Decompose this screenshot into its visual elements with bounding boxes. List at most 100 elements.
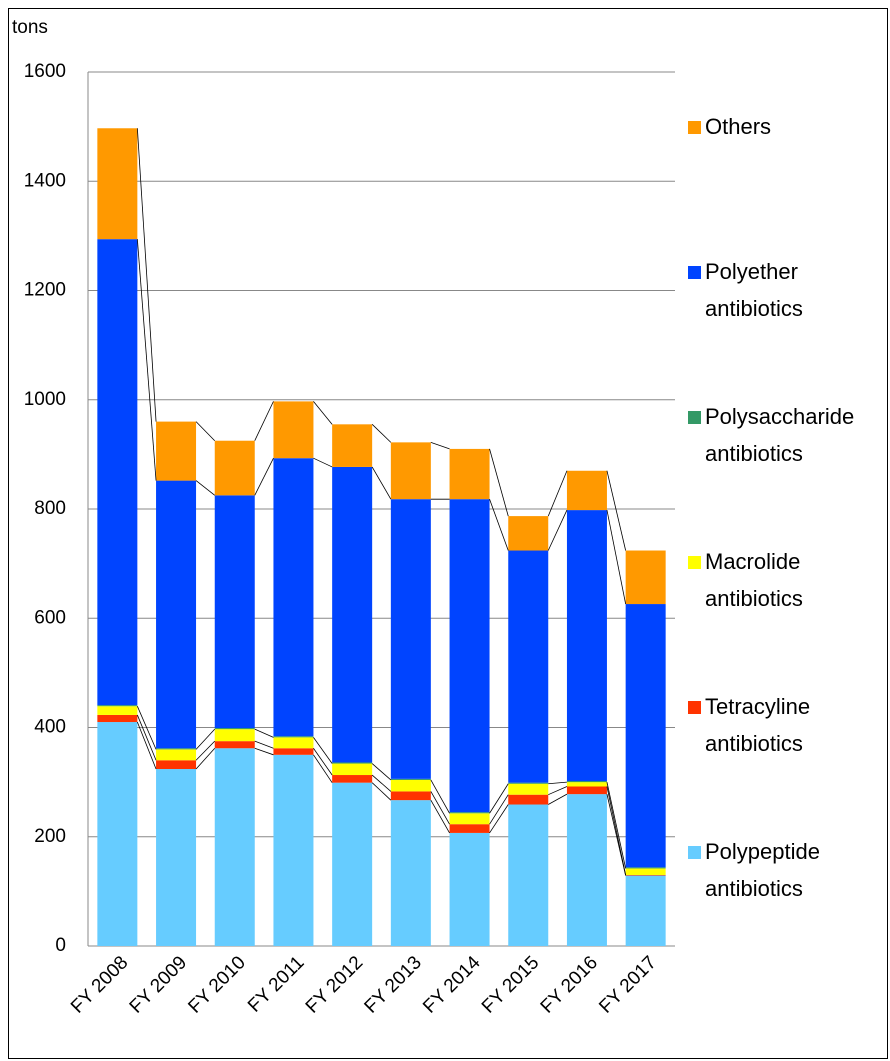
legend-entry: Polysaccharide antibiotics bbox=[688, 398, 888, 472]
connector bbox=[489, 448, 509, 517]
bar-segment bbox=[97, 705, 138, 707]
x-tick-label: FY 2014 bbox=[419, 952, 485, 1018]
bar-segment bbox=[625, 874, 666, 876]
connector bbox=[254, 728, 274, 738]
x-tick-label: FY 2009 bbox=[126, 952, 191, 1017]
connector bbox=[254, 401, 274, 441]
connector bbox=[606, 470, 627, 551]
bar-segment bbox=[625, 875, 666, 946]
legend-swatch bbox=[688, 266, 701, 279]
connector bbox=[430, 791, 450, 825]
x-tick-label: FY 2017 bbox=[595, 952, 660, 1017]
bar-segment bbox=[508, 550, 549, 783]
bar-segment bbox=[332, 763, 373, 776]
y-tick-label: 800 bbox=[34, 498, 66, 519]
bar-segment bbox=[156, 749, 197, 761]
legend-swatch bbox=[688, 701, 701, 714]
bar-segment bbox=[508, 804, 549, 946]
connector bbox=[606, 786, 627, 876]
x-tick-label: FY 2012 bbox=[302, 952, 367, 1017]
connector bbox=[489, 804, 509, 834]
bar-segment bbox=[449, 448, 490, 500]
bar-segment bbox=[390, 778, 431, 780]
connector bbox=[254, 458, 274, 496]
connector bbox=[547, 470, 568, 517]
connector bbox=[136, 128, 157, 422]
connector bbox=[313, 457, 333, 468]
bar-segment bbox=[156, 421, 197, 481]
legend-swatch bbox=[688, 411, 701, 424]
legend-entry: Polypeptide antibiotics bbox=[688, 833, 888, 907]
bar-segment bbox=[332, 466, 373, 763]
y-tick-label: 1000 bbox=[24, 389, 66, 410]
connector bbox=[430, 799, 450, 834]
x-tick-label: FY 2016 bbox=[537, 952, 602, 1017]
connector bbox=[548, 793, 568, 805]
connector bbox=[430, 779, 450, 814]
bar-segment bbox=[97, 722, 138, 946]
connector bbox=[195, 421, 216, 441]
connector bbox=[313, 737, 333, 764]
bar-segment bbox=[273, 754, 314, 946]
x-tick-label: FY 2015 bbox=[478, 952, 543, 1017]
connector bbox=[547, 509, 568, 551]
bar-segment bbox=[97, 239, 138, 706]
connector bbox=[606, 510, 627, 605]
connector bbox=[195, 728, 216, 750]
connector bbox=[136, 721, 157, 770]
bar-segment bbox=[214, 440, 255, 496]
bar-segment bbox=[508, 783, 549, 795]
bar-segment bbox=[214, 741, 255, 749]
connector bbox=[136, 239, 157, 481]
connector bbox=[254, 747, 274, 756]
x-tick-label: FY 2011 bbox=[244, 952, 308, 1016]
bar-segment bbox=[625, 604, 666, 868]
y-tick-label: 1400 bbox=[24, 170, 66, 191]
y-tick-label: 600 bbox=[34, 607, 66, 628]
legend-label: Others bbox=[705, 114, 772, 139]
bar-segment bbox=[332, 424, 373, 467]
connector bbox=[313, 748, 333, 776]
bar-segment bbox=[449, 832, 490, 946]
connector bbox=[371, 424, 392, 443]
bar-segment bbox=[97, 714, 138, 723]
bar-segment bbox=[156, 760, 197, 770]
bar-segment bbox=[625, 550, 666, 605]
bar-segment bbox=[214, 495, 255, 729]
connector bbox=[136, 714, 157, 761]
bar-segment bbox=[214, 728, 255, 730]
bar-segment bbox=[508, 794, 549, 805]
bar-segment bbox=[390, 800, 431, 946]
bar-segment bbox=[566, 794, 607, 946]
connector bbox=[371, 466, 392, 500]
connector bbox=[430, 441, 450, 450]
legend-entry: Others bbox=[688, 108, 888, 145]
legend-label: Tetracyline antibiotics bbox=[705, 694, 811, 756]
connector bbox=[195, 747, 216, 770]
bar-segment bbox=[566, 786, 607, 795]
connector bbox=[313, 754, 333, 783]
y-axis-label: tons bbox=[12, 17, 48, 38]
bar-segment bbox=[332, 762, 373, 764]
legend-label: Polysaccharide antibiotics bbox=[705, 404, 855, 466]
bar-segment bbox=[273, 401, 314, 459]
bar-segment bbox=[449, 813, 490, 825]
bar-segment bbox=[156, 480, 197, 749]
connector bbox=[254, 740, 274, 749]
y-tick-label: 200 bbox=[34, 826, 66, 847]
x-tick-label: FY 2008 bbox=[67, 952, 132, 1017]
bar-segment bbox=[508, 782, 549, 784]
connector bbox=[548, 786, 568, 796]
connector bbox=[371, 774, 392, 792]
bar-segment bbox=[214, 748, 255, 946]
connector bbox=[606, 782, 627, 869]
connector bbox=[489, 794, 509, 825]
bar-segment bbox=[273, 736, 314, 738]
bar-segment bbox=[625, 867, 666, 869]
bar-segment bbox=[508, 516, 549, 551]
bar-segment bbox=[390, 779, 431, 792]
bar-segment bbox=[449, 499, 490, 813]
y-tick-label: 1600 bbox=[24, 61, 66, 82]
